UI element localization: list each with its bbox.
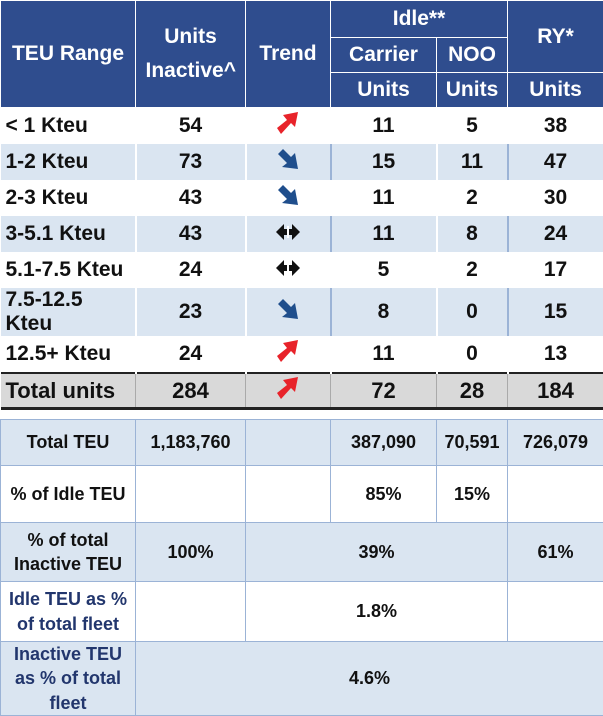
row-teu-range: 5.1-7.5 Kteu [1,252,136,288]
total-trend-cell [246,373,331,409]
row-noo-units: 2 [437,252,508,288]
inactive-pct-fleet-value: 4.6% [136,642,603,716]
header-noo-units: Units [437,73,508,108]
header-trend: Trend [246,1,331,108]
down-arrow-icon [277,297,299,327]
row-ry-units: 30 [508,180,603,216]
row-ry-units: 47 [508,144,603,180]
idle-pct-fleet-label: Idle TEU as % of total fleet [1,582,136,642]
row-trend-cell [246,216,331,252]
row-carrier-units: 11 [331,180,437,216]
row-teu-range: 2-3 Kteu [1,180,136,216]
idle-pct-fleet-value: 1.8% [246,582,508,642]
row-ry-units: 24 [508,216,603,252]
row-trend-cell [246,288,331,336]
pct-idle-row: % of Idle TEU 85% 15% [1,466,603,523]
pct-idle-carrier: 85% [331,466,437,523]
row-teu-range: 1-2 Kteu [1,144,136,180]
header-teu-range: TEU Range [1,1,136,108]
row-trend-cell [246,180,331,216]
row-teu-range: 7.5-12.5 Kteu [1,288,136,336]
row-noo-units: 2 [437,180,508,216]
inactive-pct-fleet-label: Inactive TEU as % of total fleet [1,642,136,716]
ry-teu-value: 726,079 [508,420,603,466]
row-units-inactive: 24 [136,252,246,288]
down-arrow-icon [277,183,299,213]
pct-idle-label: % of Idle TEU [1,466,136,523]
header-carrier-units: Units [331,73,437,108]
row-noo-units: 0 [437,288,508,336]
total-carrier: 72 [331,373,437,409]
down-arrow-icon [277,147,299,177]
row-carrier-units: 8 [331,288,437,336]
flat-arrow-icon [276,258,300,282]
pct-total-inactive-ry: 61% [508,523,603,582]
row-units-inactive: 43 [136,216,246,252]
row-units-inactive: 24 [136,336,246,373]
idle-pct-fleet-row: Idle TEU as % of total fleet 1.8% [1,582,603,642]
header-ry-units: Units [508,73,603,108]
pct-total-inactive-idle: 39% [246,523,508,582]
up-arrow-icon [277,111,299,141]
row-carrier-units: 11 [331,216,437,252]
row-trend-cell [246,144,331,180]
flat-arrow-icon [276,222,300,246]
row-units-inactive: 73 [136,144,246,180]
row-noo-units: 8 [437,216,508,252]
carrier-teu-value: 387,090 [331,420,437,466]
row-noo-units: 11 [437,144,508,180]
total-ry: 184 [508,373,603,409]
row-ry-units: 15 [508,288,603,336]
inactive-pct-fleet-row: Inactive TEU as % of total fleet 4.6% [1,642,603,716]
summary-table: Total TEU 1,183,760 387,090 70,591 726,0… [0,419,603,716]
up-arrow-icon [277,339,299,369]
pct-total-inactive-row: % of total Inactive TEU 100% 39% 61% [1,523,603,582]
header-carrier: Carrier [331,38,437,73]
row-units-inactive: 54 [136,108,246,145]
row-ry-units: 17 [508,252,603,288]
inactive-fleet-table: TEU Range Units Inactive^ Trend Idle** R… [0,0,603,410]
row-units-inactive: 43 [136,180,246,216]
pct-total-inactive-value: 100% [136,523,246,582]
row-teu-range: 12.5+ Kteu [1,336,136,373]
row-carrier-units: 15 [331,144,437,180]
row-noo-units: 0 [437,336,508,373]
total-noo: 28 [437,373,508,409]
total-teu-row: Total TEU 1,183,760 387,090 70,591 726,0… [1,420,603,466]
row-ry-units: 13 [508,336,603,373]
row-teu-range: 3-5.1 Kteu [1,216,136,252]
total-row: Total units 284 72 28 184 [1,373,603,409]
row-carrier-units: 5 [331,252,437,288]
header-noo: NOO [437,38,508,73]
row-units-inactive: 23 [136,288,246,336]
row-trend-cell [246,336,331,373]
header-units-inactive: Units Inactive^ [136,1,246,108]
row-ry-units: 38 [508,108,603,145]
row-teu-range: < 1 Kteu [1,108,136,145]
header-idle: Idle** [331,1,508,38]
row-carrier-units: 11 [331,108,437,145]
total-inactive: 284 [136,373,246,409]
noo-teu-value: 70,591 [437,420,508,466]
total-label: Total units [1,373,136,409]
pct-idle-noo: 15% [437,466,508,523]
row-trend-cell [246,108,331,145]
row-noo-units: 5 [437,108,508,145]
total-teu-label: Total TEU [1,420,136,466]
pct-total-inactive-label: % of total Inactive TEU [1,523,136,582]
row-trend-cell [246,252,331,288]
up-arrow-icon [277,376,299,406]
total-teu-value: 1,183,760 [136,420,246,466]
header-ry: RY* [508,1,603,73]
row-carrier-units: 11 [331,336,437,373]
